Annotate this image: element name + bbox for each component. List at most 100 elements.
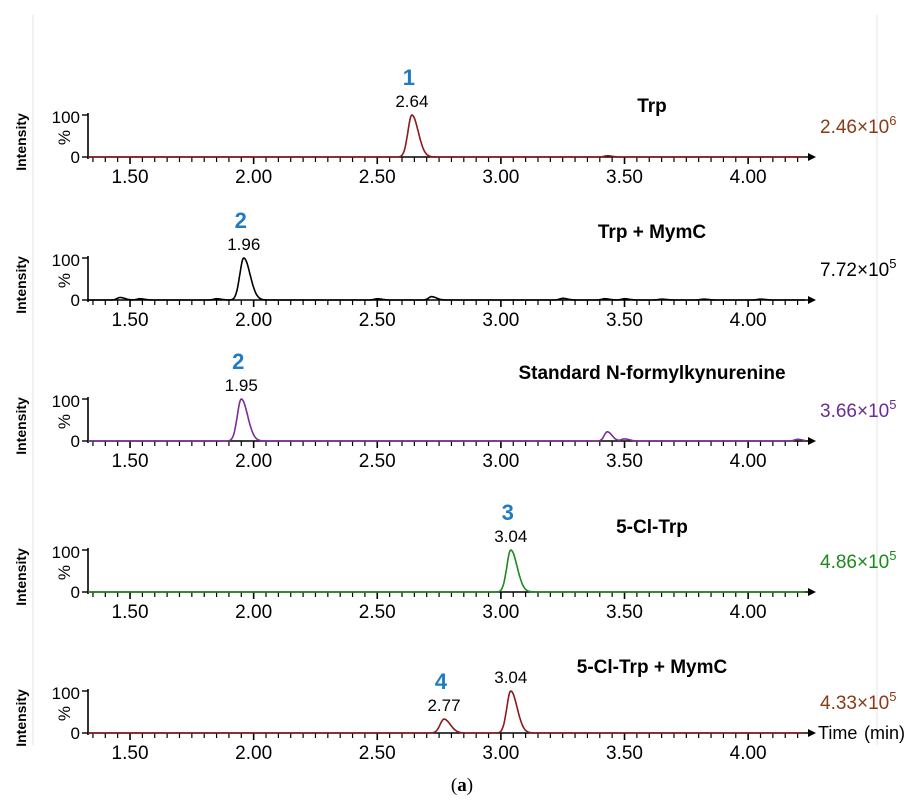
panel-5-peak-time-2-77: 2.77 bbox=[427, 696, 460, 715]
panel-4-x-tick-label-3-50: 3.50 bbox=[606, 602, 643, 623]
panel-3-peak-number-2: 2 bbox=[232, 349, 244, 374]
panel-4-y-label: Intensity bbox=[13, 548, 29, 606]
panel-5-ytick-label-0: 0 bbox=[71, 724, 80, 743]
panel-1-ytick-label-100: 100 bbox=[52, 108, 80, 127]
panel-3-trace bbox=[88, 398, 806, 442]
panel-2-x-tick-label-3-00: 3.00 bbox=[482, 310, 519, 331]
panel-2-y-unit: % bbox=[55, 273, 74, 288]
panel-5-y-label: Intensity bbox=[13, 689, 29, 747]
panel-2-peak-time-1-96: 1.96 bbox=[227, 235, 260, 254]
panel-5-x-tick-label-3-50: 3.50 bbox=[606, 743, 643, 764]
panel-3-intensity-exponent: 5 bbox=[889, 397, 896, 412]
panel-5: 100 0% Intensity 1.50 2.00 2.50 3.00 3.50 4.00 2.… bbox=[13, 657, 905, 764]
panel-3-y-label: Intensity bbox=[13, 397, 29, 455]
panel-1-peak-time-2-64: 2.64 bbox=[395, 92, 428, 111]
panel-5-x-tick-label-3-00: 3.00 bbox=[482, 743, 519, 764]
panel-4: 100 0% Intensity 1.50 2.00 2.50 3.00 3.50 4.00 3.… bbox=[13, 500, 896, 623]
panel-3-ytick-label-0: 0 bbox=[71, 432, 80, 451]
panel-5-intensity-exponent: 5 bbox=[889, 689, 896, 704]
panel-4-intensity-exponent: 5 bbox=[889, 548, 896, 563]
panel-5-intensity: 4.33×105 bbox=[820, 689, 896, 714]
panel-4-y-unit: % bbox=[55, 565, 74, 580]
panel-5-x-axis-arrow bbox=[808, 729, 816, 737]
panel-4-x-tick-label-4-00: 4.00 bbox=[730, 602, 767, 623]
panel-1: 100 0% Intensity 1.50 2.00 2.50 3.00 3.50 4.00 2.… bbox=[13, 65, 896, 188]
panel-5-peak-time-3-04: 3.04 bbox=[494, 668, 527, 687]
caption-close: ) bbox=[466, 775, 474, 796]
panel-5-x-label: Time bbox=[818, 723, 857, 743]
panel-2-ytick-label-100: 100 bbox=[52, 251, 80, 270]
panel-2-x-tick-label-4-00: 4.00 bbox=[730, 310, 767, 331]
panel-2-x-tick-label-2-50: 2.50 bbox=[359, 310, 396, 331]
panel-1-trace bbox=[88, 114, 805, 158]
panel-1-x-tick-label-1-50: 1.50 bbox=[112, 167, 149, 188]
panel-3-peak-time-1-95: 1.95 bbox=[225, 376, 258, 395]
panel-3-x-tick-label-1-50: 1.50 bbox=[112, 451, 149, 472]
panel-2-intensity-mantissa: 7.72×10 bbox=[820, 260, 889, 281]
panel-3-x-tick-label-2-00: 2.00 bbox=[235, 451, 272, 472]
panel-1-x-tick-label-3-50: 3.50 bbox=[606, 167, 643, 188]
panel-4-intensity: 4.86×105 bbox=[820, 548, 896, 573]
panel-2-title: Trp + MymC bbox=[598, 222, 706, 243]
panel-5-x-tick-label-2-00: 2.00 bbox=[235, 743, 272, 764]
panel-4-intensity-mantissa: 4.86×10 bbox=[820, 552, 889, 573]
panel-3-x-tick-label-2-50: 2.50 bbox=[359, 451, 396, 472]
panel-2-peak-number-2: 2 bbox=[235, 208, 247, 233]
panel-1-x-tick-label-2-50: 2.50 bbox=[359, 167, 396, 188]
panel-4-x-axis-arrow bbox=[808, 588, 816, 596]
panel-2-intensity-exponent: 5 bbox=[889, 256, 896, 271]
panel-4-x-tick-label-3-00: 3.00 bbox=[482, 602, 519, 623]
panel-1-x-axis-arrow bbox=[808, 153, 816, 161]
caption-open: ( bbox=[450, 775, 458, 796]
panel-4-ytick-label-0: 0 bbox=[71, 583, 80, 602]
panel-1-x-tick-label-2-00: 2.00 bbox=[235, 167, 272, 188]
panel-3-x-tick-label-3-50: 3.50 bbox=[606, 451, 643, 472]
panel-2: 100 0% Intensity 1.50 2.00 2.50 3.00 3.50 4.00 1.… bbox=[13, 208, 896, 331]
panel-3-x-axis-arrow bbox=[808, 437, 816, 445]
panel-3-intensity-mantissa: 3.66×10 bbox=[820, 401, 889, 422]
figure-caption: (a) bbox=[0, 775, 924, 797]
panel-5-x-tick-label-2-50: 2.50 bbox=[359, 743, 396, 764]
panel-4-x-tick-label-1-50: 1.50 bbox=[112, 602, 149, 623]
panel-1-x-tick-label-4-00: 4.00 bbox=[730, 167, 767, 188]
panel-2-intensity: 7.72×105 bbox=[820, 256, 896, 281]
panel-1-x-tick-label-3-00: 3.00 bbox=[482, 167, 519, 188]
panel-3-x-tick-label-4-00: 4.00 bbox=[730, 451, 767, 472]
panel-5-x-tick-label-1-50: 1.50 bbox=[112, 743, 149, 764]
panel-1-intensity-exponent: 6 bbox=[889, 113, 896, 128]
panel-4-peak-number-3: 3 bbox=[502, 500, 514, 525]
panel-1-ytick-label-0: 0 bbox=[71, 148, 80, 167]
panel-2-ytick-label-0: 0 bbox=[71, 291, 80, 310]
panel-4-x-tick-label-2-00: 2.00 bbox=[235, 602, 272, 623]
panel-5-trace bbox=[88, 690, 805, 734]
panel-1-intensity-mantissa: 2.46×10 bbox=[820, 117, 889, 138]
panel-4-ytick-label-100: 100 bbox=[52, 543, 80, 562]
panel-2-x-tick-label-2-00: 2.00 bbox=[235, 310, 272, 331]
panel-2-x-tick-label-3-50: 3.50 bbox=[606, 310, 643, 331]
caption-letter: a bbox=[457, 775, 467, 796]
panel-5-y-unit: % bbox=[55, 706, 74, 721]
panel-3-y-unit: % bbox=[55, 414, 74, 429]
panel-4-peak-time-3-04: 3.04 bbox=[494, 527, 527, 546]
panel-3-x-tick-label-3-00: 3.00 bbox=[482, 451, 519, 472]
panel-3-ytick-label-100: 100 bbox=[52, 392, 80, 411]
panel-2-x-tick-label-1-50: 1.50 bbox=[112, 310, 149, 331]
panel-5-ytick-label-100: 100 bbox=[52, 684, 80, 703]
panel-1-y-unit: % bbox=[55, 130, 74, 145]
panel-5-intensity-mantissa: 4.33×10 bbox=[820, 693, 889, 714]
panel-1-title: Trp bbox=[637, 96, 667, 117]
panel-2-x-axis-arrow bbox=[808, 296, 816, 304]
panel-2-trace bbox=[88, 257, 805, 301]
panel-1-peak-number-1: 1 bbox=[403, 65, 415, 90]
panel-3: 100 0% Intensity 1.50 2.00 2.50 3.00 3.50 4.00 1.… bbox=[13, 349, 896, 472]
panel-5-peak-number-4: 4 bbox=[435, 669, 448, 694]
panel-3-title: Standard N-formylkynurenine bbox=[518, 363, 785, 384]
panel-4-title: 5-Cl-Trp bbox=[616, 517, 688, 538]
panel-3-intensity: 3.66×105 bbox=[820, 397, 896, 422]
panel-4-trace bbox=[88, 549, 805, 593]
panel-4-x-tick-label-2-50: 2.50 bbox=[359, 602, 396, 623]
panel-1-y-label: Intensity bbox=[13, 113, 29, 171]
panel-5-x-tick-label-4-00: 4.00 bbox=[730, 743, 767, 764]
panel-5-title: 5-Cl-Trp + MymC bbox=[577, 657, 728, 678]
